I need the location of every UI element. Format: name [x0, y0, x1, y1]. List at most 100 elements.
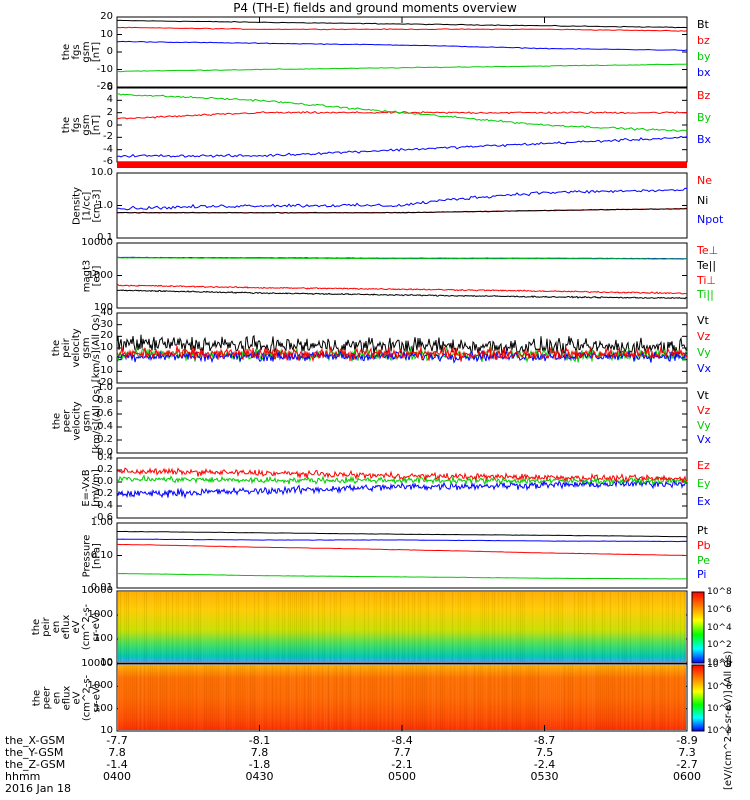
ytick-label: -0.4 [93, 500, 113, 511]
ylabel-line: [nPa] [91, 542, 102, 569]
ytick-label: 0 [106, 119, 113, 130]
spectrogram-stripe [380, 592, 381, 662]
spectrogram-stripe [490, 665, 491, 730]
spectrogram-stripe [600, 665, 601, 730]
panel-frame-fgs_gsm [116, 16, 688, 88]
spectrogram-stripe [226, 665, 227, 730]
spectrogram-stripe [618, 665, 619, 730]
ytick-label: 100 [93, 302, 113, 313]
spectrogram-stripe [672, 665, 673, 730]
spectrogram-stripe [628, 592, 629, 662]
spectrogram-stripe [460, 592, 461, 662]
spectrogram-stripe [254, 592, 255, 662]
spectrogram-stripe [660, 665, 661, 730]
spectrogram-stripe [680, 665, 681, 730]
spectrogram-stripe [328, 592, 329, 662]
spectrogram-stripe [330, 592, 331, 662]
spectrogram-stripe [516, 665, 517, 730]
spectrogram-stripe [362, 665, 363, 730]
spectrogram-stripe [650, 665, 651, 730]
spectrogram-stripe [550, 592, 551, 662]
spectrogram-stripe [604, 665, 605, 730]
spectrogram-stripe [666, 665, 667, 730]
spectrogram-stripe [214, 665, 215, 730]
spectrogram-stripe [502, 665, 503, 730]
spectrogram-stripe [154, 665, 155, 730]
spectrogram-stripe [394, 592, 395, 662]
ylabel-fgs_dsl: the fgs gsm [nT] [61, 88, 102, 162]
spectrogram-stripe [450, 592, 451, 662]
spectrogram-stripe [282, 592, 283, 662]
spectrogram-stripe [660, 592, 661, 662]
spectrogram-stripe [530, 665, 531, 730]
spectrogram-stripe [498, 665, 499, 730]
ylabel-line: Density [71, 186, 82, 225]
spectrogram-stripe [158, 665, 159, 730]
xaxis-value: -8.4 [391, 734, 413, 747]
spectrogram-stripe [426, 665, 427, 730]
spectrogram-stripe [430, 592, 431, 662]
spectrogram-stripe [620, 665, 621, 730]
spectrogram-stripe [666, 592, 667, 662]
spectrogram-stripe [576, 592, 577, 662]
spectrogram-stripe [624, 592, 625, 662]
spectrogram-stripe [438, 592, 439, 662]
spectrogram-stripe [546, 592, 547, 662]
series-fgs_dsl-By [116, 93, 688, 132]
xaxis-value: 0430 [245, 770, 274, 783]
spectrogram-stripe [304, 592, 305, 662]
ylabel-line: [mV/m] [91, 469, 102, 507]
spectrogram-stripe [260, 592, 261, 662]
spectrogram-stripe [172, 665, 173, 730]
series-pressure-Pt [117, 530, 688, 538]
spectrogram-stripe [402, 592, 403, 662]
spectrogram-stripe [266, 592, 267, 662]
spectrogram-stripe [232, 665, 233, 730]
spectrogram-stripe [402, 665, 403, 730]
spectrogram-stripe [674, 665, 675, 730]
spectrogram-stripe [212, 592, 213, 662]
spectrogram-stripe [590, 665, 591, 730]
spectrogram-stripe [360, 665, 361, 730]
legend-fgs_gsm-0: Bt [697, 18, 709, 31]
spectrogram-stripe [314, 665, 315, 730]
spectrogram-stripe [186, 665, 187, 730]
xaxis-value: -2.7 [676, 758, 698, 771]
spectrogram-stripe [184, 592, 185, 662]
spectrogram-stripe [148, 592, 149, 662]
spectrogram-stripe [172, 592, 173, 662]
series-peir_vel-Vt [116, 334, 688, 358]
spectrogram-stripe [198, 665, 199, 730]
spectrogram-stripe [468, 665, 469, 730]
spectrogram-stripe [352, 592, 353, 662]
spectrogram-stripe [232, 592, 233, 662]
ytick-label: 1000 [87, 609, 113, 620]
spectrogram-stripe [594, 592, 595, 662]
spectrogram-stripe [128, 665, 129, 730]
xaxis-value: -8.1 [248, 734, 271, 747]
xaxis-value: 0600 [673, 770, 701, 783]
spectrogram-stripe [150, 665, 151, 730]
spectrogram-stripe [412, 592, 413, 662]
spectrogram-stripe [244, 665, 245, 730]
spectrogram-stripe [628, 665, 629, 730]
spectrogram-stripe [470, 592, 471, 662]
spectrogram-stripe [336, 665, 337, 730]
spectrogram-stripe [656, 592, 657, 662]
spectrogram-stripe [608, 665, 609, 730]
spectrogram-stripe [576, 665, 577, 730]
spectrogram-stripe [146, 592, 147, 662]
spectrogram-stripe [274, 665, 275, 730]
spectrogram-stripe [300, 665, 301, 730]
ylabel-line: peer [61, 409, 72, 432]
ytick-label: -2 [103, 131, 113, 143]
spectrogram-stripe [296, 592, 297, 662]
ytick-label: 100 [93, 633, 113, 644]
spectrogram-stripe [162, 665, 163, 730]
spectrogram-stripe [538, 592, 539, 662]
ytick-label: 0.2 [97, 464, 113, 475]
spectrogram-stripe [524, 665, 525, 730]
spectrogram-stripe [506, 592, 507, 662]
spectrogram-stripe [316, 592, 317, 662]
spectrogram-stripe [280, 592, 281, 662]
